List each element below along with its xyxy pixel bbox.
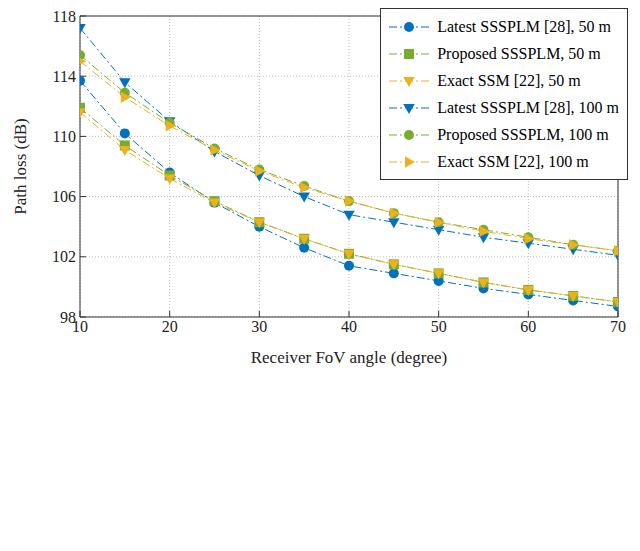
svg-text:30: 30 (251, 318, 267, 335)
svg-text:102: 102 (52, 248, 76, 265)
svg-text:114: 114 (53, 68, 76, 85)
svg-text:40: 40 (341, 318, 357, 335)
svg-text:Path loss (dB): Path loss (dB) (11, 118, 30, 214)
svg-text:20: 20 (162, 318, 178, 335)
html-text:Proposed SSSPLM, 100 m: Proposed SSSPLM, 100 m (437, 125, 609, 143)
svg-text:50: 50 (431, 318, 447, 335)
html-text:Latest SSSPLM [28], 100 m: Latest SSSPLM [28], 100 m (437, 98, 619, 116)
svg-text:106: 106 (52, 188, 76, 205)
svg-text:70: 70 (610, 318, 626, 335)
svg-text:110: 110 (53, 128, 76, 145)
html-text:Latest SSSPLM [28], 50 m: Latest SSSPLM [28], 50 m (437, 17, 611, 35)
svg-text:10: 10 (72, 318, 88, 336)
svg-text:118: 118 (53, 8, 76, 25)
svg-text:Receiver FoV angle (degree): Receiver FoV angle (degree) (251, 348, 448, 367)
html-text:Proposed SSSPLM, 50 m: Proposed SSSPLM, 50 m (437, 44, 601, 62)
svg-text:60: 60 (520, 318, 536, 335)
html-text:Exact SSM [22], 50 m: Exact SSM [22], 50 m (437, 71, 581, 89)
svg-text:98: 98 (60, 309, 76, 326)
html-text:Exact SSM [22], 100 m: Exact SSM [22], 100 m (437, 152, 589, 170)
